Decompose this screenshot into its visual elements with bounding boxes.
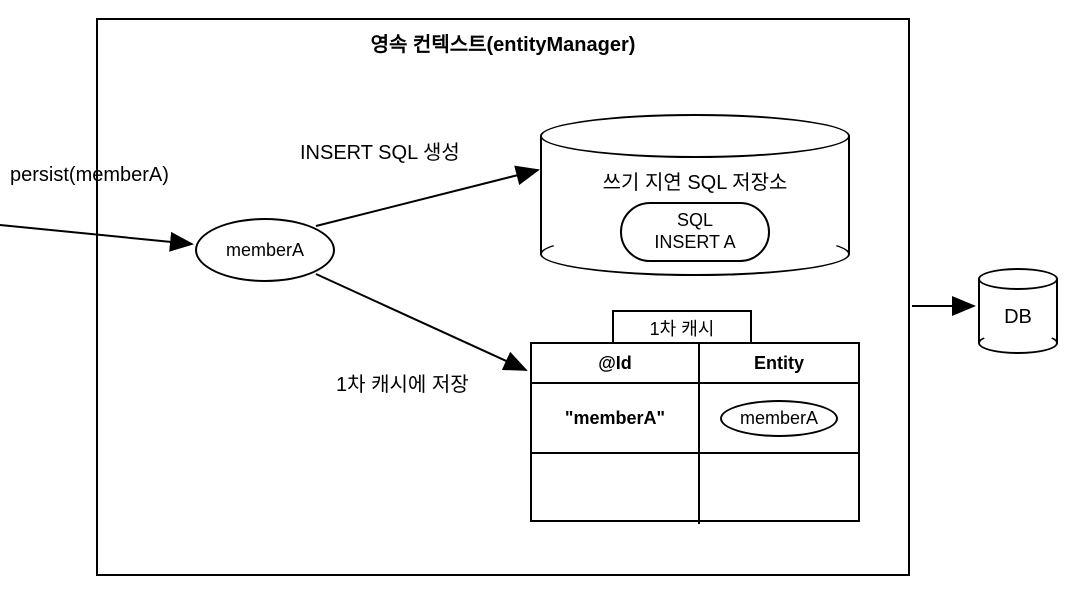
sql-pill-line2: INSERT A bbox=[654, 232, 735, 252]
sql-store-cylinder: 쓰기 지연 SQL 저장소 SQL INSERT A bbox=[540, 114, 850, 276]
cache-row1-entity-cell: memberA bbox=[700, 384, 858, 454]
edge-label-cache-store: 1차 캐시에 저장 bbox=[336, 368, 469, 397]
cache-table: @Id Entity "memberA" memberA bbox=[530, 342, 860, 522]
cache-title-label: 1차 캐시 bbox=[650, 315, 715, 341]
cache-row1-entity-ellipse: memberA bbox=[720, 400, 838, 437]
member-entity-ellipse: memberA bbox=[195, 218, 335, 282]
db-label: DB bbox=[978, 306, 1058, 329]
context-title: 영속 컨텍스트(entityManager) bbox=[96, 28, 910, 57]
cache-row1-id: "memberA" bbox=[532, 384, 700, 454]
sql-pill-line1: SQL bbox=[677, 210, 713, 230]
cache-header-id: @Id bbox=[532, 344, 700, 384]
cache-title-box: 1차 캐시 bbox=[612, 310, 752, 344]
diagram-canvas: persist(memberA) 영속 컨텍스트(entityManager) … bbox=[0, 0, 1083, 597]
sql-insert-pill: SQL INSERT A bbox=[620, 202, 770, 262]
edge-label-insert-sql: INSERT SQL 생성 bbox=[300, 136, 460, 165]
cache-row2-id bbox=[532, 454, 700, 524]
cache-header-entity: Entity bbox=[700, 344, 858, 384]
db-cylinder: DB bbox=[978, 268, 1058, 354]
cache-row2-entity bbox=[700, 454, 858, 524]
sql-store-title: 쓰기 지연 SQL 저장소 bbox=[540, 166, 850, 195]
member-entity-label: memberA bbox=[226, 240, 304, 261]
